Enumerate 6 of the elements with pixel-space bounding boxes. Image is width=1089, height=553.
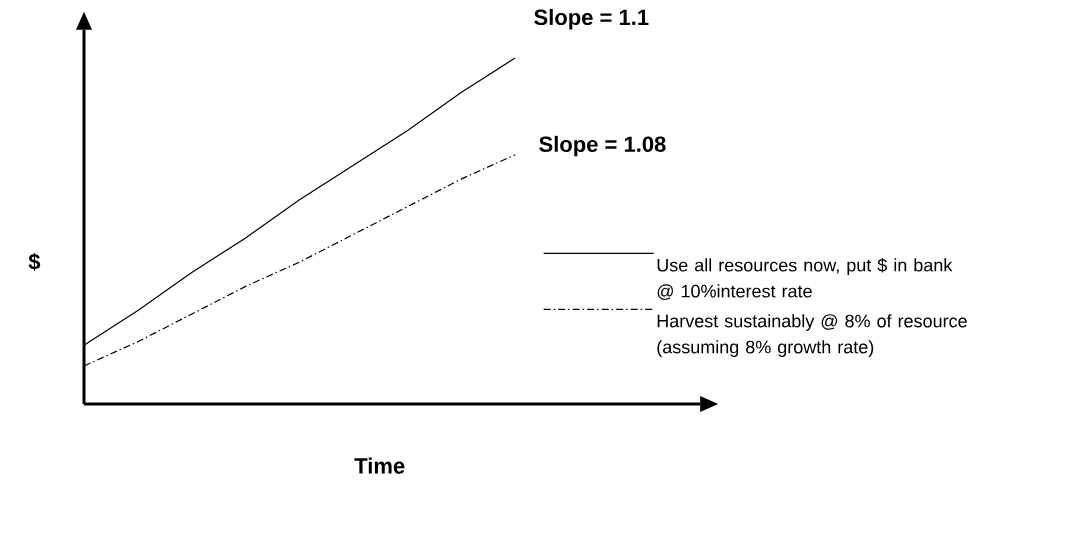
text: Harvest sustainably @ 8% of resource (assuming 8% growth rate) [657, 314, 967, 357]
annotation: Slope = 1.08 [539, 135, 666, 157]
text: Slope = 1.1 [534, 8, 649, 30]
x-axis-title: Time [354, 457, 405, 474]
text: Use all resources now, put $ in bank @ 10%interest rate [657, 258, 953, 300]
y-axis-title: $ [28, 252, 41, 271]
